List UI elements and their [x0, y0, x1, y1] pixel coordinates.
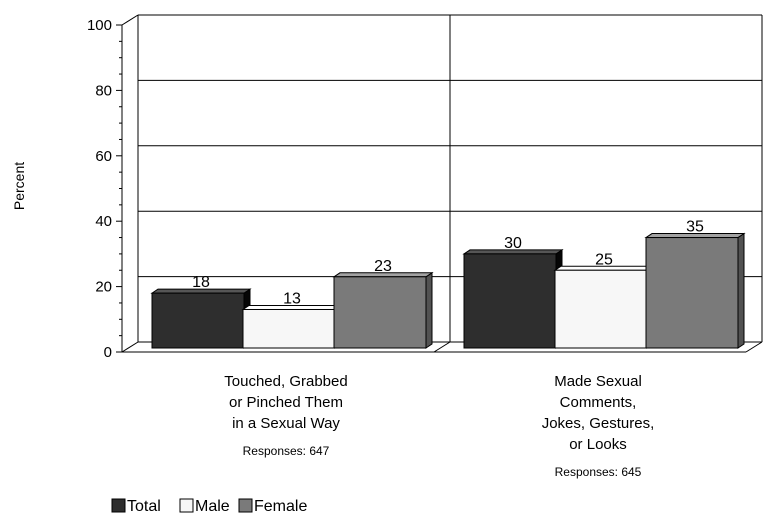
- legend: Total Male Female: [111, 498, 307, 515]
- labels-layer: 0 20 40 60 80 100 18 13 23 Touched, Grabbed or Pin…: [87, 17, 704, 479]
- responses-label: Responses: 647: [243, 444, 330, 458]
- bar-male: [242, 308, 336, 349]
- responses-label: Responses: 645: [555, 465, 642, 479]
- x-category-label: Touched, Grabbed: [224, 373, 347, 390]
- data-label: 30: [504, 235, 522, 252]
- legend-label-total: Total: [127, 498, 161, 515]
- y-tick-label: 0: [104, 344, 112, 361]
- bar-total: [151, 292, 245, 349]
- data-label: 13: [283, 290, 301, 307]
- bar-side-female: [425, 271, 433, 349]
- legend-label-female: Female: [254, 498, 307, 515]
- y-axis-label: Percent: [11, 162, 27, 210]
- y-tick-label: 80: [95, 82, 112, 99]
- x-category-label: Comments,: [560, 394, 637, 411]
- y-tick-label: 100: [87, 17, 112, 34]
- bar-side-female: [737, 232, 745, 349]
- data-label: 23: [374, 258, 392, 275]
- legend-swatch-female: [238, 498, 253, 513]
- bars-layer: [150, 232, 746, 349]
- bar-male: [554, 269, 648, 349]
- floor-divider: [433, 341, 451, 353]
- y-tick-label: 20: [95, 279, 112, 296]
- x-category-label: or Pinched Them: [229, 394, 343, 411]
- x-category-label: Jokes, Gestures,: [542, 415, 655, 432]
- bar-female: [645, 237, 739, 349]
- x-category-label: or Looks: [569, 436, 627, 453]
- y-tick-label: 40: [95, 213, 112, 230]
- floor-left-edge: [121, 341, 139, 353]
- y-axis-top-edge: [121, 14, 139, 26]
- legend-swatch-male: [179, 498, 194, 513]
- y-tick-label: 60: [95, 148, 112, 165]
- legend-label-male: Male: [195, 498, 230, 515]
- legend-swatch-total: [111, 498, 126, 513]
- bar-total: [463, 253, 557, 349]
- x-category-label: Made Sexual: [554, 373, 642, 390]
- data-label: 25: [595, 251, 613, 268]
- floor-right-edge: [745, 341, 763, 353]
- bar-female: [333, 276, 427, 349]
- data-label: 35: [686, 219, 704, 236]
- x-category-label: in a Sexual Way: [232, 415, 340, 432]
- data-label: 18: [192, 274, 210, 291]
